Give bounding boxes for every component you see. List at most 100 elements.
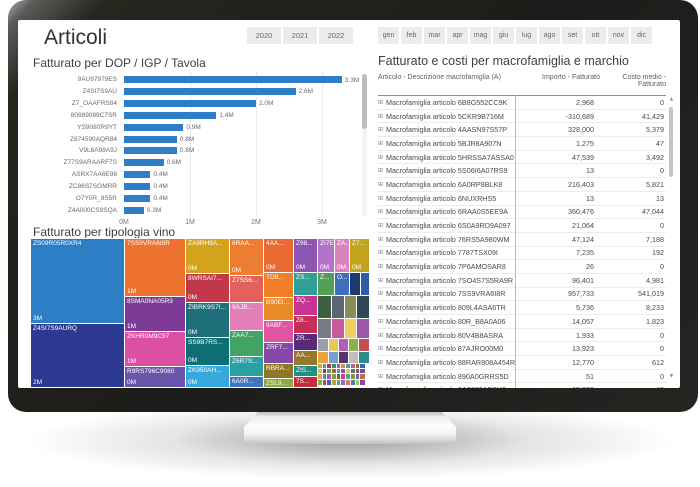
treemap-tile[interactable]: ZSL9... — [263, 378, 294, 388]
expand-icon[interactable]: ⊞ — [378, 276, 384, 284]
expand-icon[interactable]: ⊞ — [378, 222, 384, 230]
expand-icon[interactable]: ⊞ — [378, 372, 384, 380]
treemap-tile[interactable]: ZIBRK9S7I... 0M — [185, 302, 230, 338]
month-button-apr[interactable]: apr — [447, 27, 468, 44]
treemap-mosaic-cell[interactable] — [318, 368, 324, 376]
treemap-tile[interactable] — [360, 272, 370, 296]
bar[interactable] — [124, 171, 151, 179]
treemap-mosaic-cell[interactable] — [354, 373, 362, 381]
treemap-mosaic-cell[interactable] — [318, 373, 324, 381]
table-row[interactable]: ⊞ Macrofamiglia articolo 6RAA0S5EE9A 360,4… — [378, 206, 666, 220]
treemap-mosaic-cell[interactable] — [349, 364, 357, 371]
expand-icon[interactable]: ⊞ — [378, 345, 384, 353]
month-button-mag[interactable]: mag — [470, 27, 491, 44]
treemap-tile[interactable]: ZI7E... 0M — [317, 238, 335, 273]
bar[interactable] — [124, 100, 256, 108]
month-button-nov[interactable]: nov — [608, 27, 629, 44]
treemap-mosaic-cell[interactable] — [349, 368, 357, 376]
treemap-mosaic-cell[interactable] — [349, 373, 357, 381]
treemap-mosaic-cell[interactable] — [354, 378, 362, 386]
table-row[interactable]: ⊞ Macrofamiglia articolo 7787TSX09I 7,235 1… — [378, 247, 666, 261]
month-button-dic[interactable]: dic — [631, 27, 652, 44]
table-row[interactable]: ⊞ Macrofamiglia articolo 6S0A9RD9A097 21,0… — [378, 219, 666, 233]
bar[interactable] — [124, 182, 151, 190]
treemap-mosaic-cell[interactable] — [335, 368, 343, 376]
treemap-tile[interactable]: ZS... — [293, 272, 318, 296]
column-header-importo[interactable]: Importo - Fatturato — [542, 74, 600, 81]
treemap-tile[interactable]: ZIS... — [293, 365, 318, 377]
treemap-tile[interactable]: ZRF7... — [263, 342, 294, 364]
expand-icon[interactable]: ⊞ — [378, 139, 384, 147]
treemap-tile[interactable]: Z7SS6... — [229, 275, 264, 303]
expand-icon[interactable]: ⊞ — [378, 167, 384, 175]
year-button-2021[interactable]: 2021 — [283, 27, 317, 44]
treemap-mosaic-cell[interactable] — [331, 378, 338, 386]
month-button-lug[interactable]: lug — [516, 27, 537, 44]
treemap-mosaic-cell[interactable] — [321, 378, 329, 386]
treemap-tile[interactable]: ZK950AH... 0M — [185, 365, 230, 388]
table-row[interactable]: ⊞ Macrofamiglia articolo 5CKR9B716M -310,6… — [378, 110, 666, 124]
treemap-tile[interactable] — [358, 351, 370, 364]
treemap-tile[interactable] — [356, 318, 370, 339]
bar[interactable] — [124, 147, 177, 155]
treemap-mosaic-cell[interactable] — [321, 373, 329, 381]
treemap-mosaic-cell[interactable] — [345, 364, 352, 371]
treemap-mosaic-cell[interactable] — [318, 364, 324, 371]
treemap-tile[interactable] — [317, 351, 329, 364]
treemap-mosaic-cell[interactable] — [354, 368, 362, 376]
table-row[interactable]: ⊞ Macrofamiglia articolo 5HRSSA7ASSA0 47,5… — [378, 151, 666, 165]
treemap-tile[interactable]: Z6R7S... — [229, 356, 264, 377]
table-row[interactable]: ⊞Macrofamiglia articolo 8A0090AD8H9 15,23… — [378, 383, 666, 388]
treemap-tile[interactable]: ZAA7... — [229, 330, 264, 357]
treemap-tile[interactable]: SS9B7RS... 0M — [185, 337, 230, 366]
treemap-tile[interactable]: ZQ... — [293, 295, 318, 316]
treemap-tile[interactable] — [328, 351, 339, 364]
table-row[interactable]: ⊞ Macrofamiglia articolo 4AASN97S57P 328,0… — [378, 123, 666, 138]
treemap-tile[interactable]: 6RAA... 0M — [229, 238, 264, 276]
scroll-down-icon[interactable]: ▼ — [669, 374, 674, 379]
bar[interactable] — [124, 159, 164, 167]
column-header-costo-medio[interactable]: Costo medio - Fatturato — [622, 74, 666, 88]
treemap-tile[interactable]: 6A0R... — [229, 376, 264, 388]
expand-icon[interactable]: ⊞ — [378, 331, 384, 339]
treemap-mosaic-cell[interactable] — [326, 364, 333, 371]
treemap-mosaic-cell[interactable] — [340, 368, 348, 376]
bar[interactable] — [124, 123, 184, 131]
scrollbar-thumb[interactable] — [362, 74, 367, 129]
treemap-mosaic-cell[interactable] — [359, 364, 366, 371]
treemap-tile[interactable] — [358, 338, 370, 352]
expand-icon[interactable]: ⊞ — [378, 235, 384, 243]
treemap-tile[interactable]: ZA... 0M — [334, 238, 350, 273]
treemap-tile[interactable] — [328, 338, 339, 352]
bar-chart-scrollbar[interactable] — [362, 74, 367, 216]
column-header-articolo[interactable]: Articolo - Descrizione macrofamiglia (A) — [378, 74, 501, 81]
table-row[interactable]: ⊞ Macrofamiglia articolo 7SS9VRA6I8R 957,7… — [378, 288, 666, 302]
treemap-tile[interactable] — [348, 351, 359, 364]
treemap-tile[interactable]: Z98... 0M — [293, 238, 318, 273]
month-button-feb[interactable]: feb — [401, 27, 422, 44]
month-button-ott[interactable]: ott — [585, 27, 606, 44]
expand-icon[interactable]: ⊞ — [378, 126, 384, 134]
expand-icon[interactable]: ⊞ — [378, 317, 384, 325]
table-row[interactable]: ⊞ Macrofamiglia articolo 7SO4S7S5RA9R 96,4… — [378, 274, 666, 288]
table-row[interactable]: ⊞ Macrofamiglia articolo 5BJR8A907N 1,275 4… — [378, 137, 666, 151]
table-row[interactable]: ⊞ Macrofamiglia articolo 6A0RP8BLK8 216,40… — [378, 178, 666, 192]
treemap-mosaic-cell[interactable] — [340, 378, 348, 386]
treemap-mosaic-cell[interactable] — [340, 373, 348, 381]
treemap-tile[interactable] — [331, 295, 345, 319]
expand-icon[interactable]: ⊞ — [378, 358, 384, 366]
treemap-tile[interactable]: R9RS796C9080 0M — [124, 366, 186, 388]
expand-icon[interactable]: ⊞ — [378, 98, 384, 106]
treemap-tile[interactable]: 9AJB... — [229, 302, 264, 331]
year-button-2020[interactable]: 2020 — [247, 27, 281, 44]
treemap-mosaic-cell[interactable] — [335, 364, 343, 371]
treemap-tile[interactable]: 7SS9VRA6I8R 1M — [124, 238, 186, 297]
treemap-tile[interactable] — [317, 338, 329, 352]
treemap-tile[interactable]: 8WRSAI7... 0M — [185, 273, 230, 303]
expand-icon[interactable]: ⊞ — [378, 153, 384, 161]
treemap-tile[interactable]: Z8... — [293, 315, 318, 334]
expand-icon[interactable]: ⊞ — [378, 290, 384, 298]
treemap-tile[interactable] — [349, 272, 361, 296]
treemap-mosaic-cell[interactable] — [359, 378, 366, 386]
treemap-tile[interactable]: ZR... — [293, 333, 318, 351]
